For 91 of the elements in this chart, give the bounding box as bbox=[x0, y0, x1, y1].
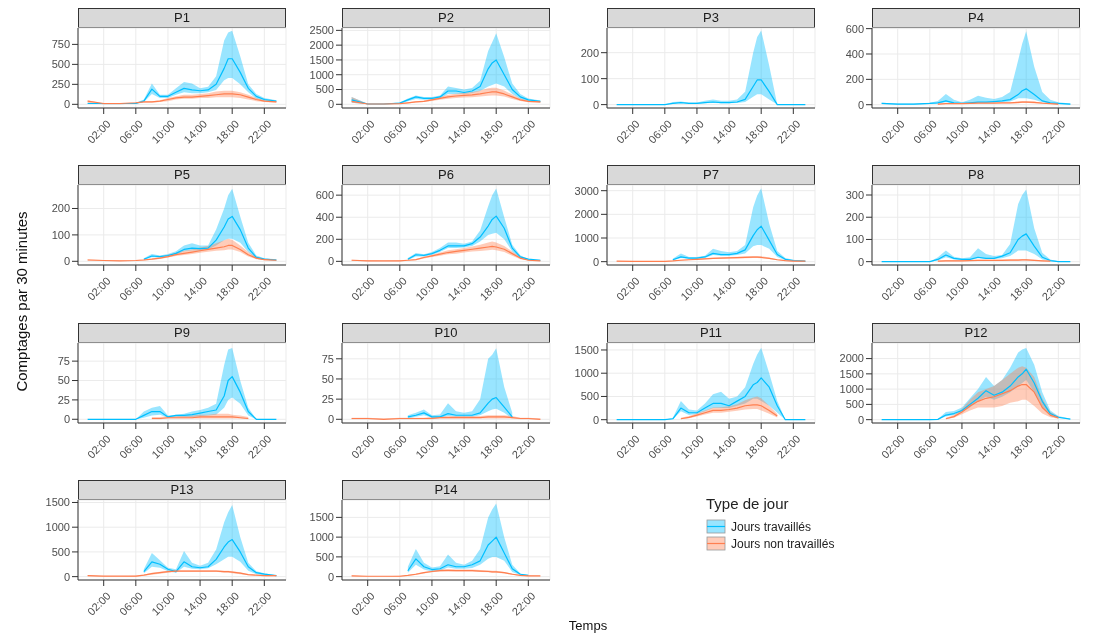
y-tick-label: 500 bbox=[51, 58, 70, 71]
y-tick-label: 600 bbox=[845, 22, 864, 35]
line-series bbox=[407, 536, 529, 577]
y-tick-label: 200 bbox=[845, 73, 864, 86]
line-series bbox=[407, 396, 513, 418]
chart-title: P11 bbox=[607, 323, 815, 343]
line-series bbox=[672, 225, 806, 262]
chart-title: P8 bbox=[872, 165, 1080, 185]
y-tick-label: 1500 bbox=[309, 53, 334, 66]
y-tick-label: 3000 bbox=[574, 184, 599, 197]
y-tick-label: 0 bbox=[592, 413, 599, 426]
y-tick-label: 0 bbox=[63, 98, 70, 111]
line-series bbox=[881, 88, 1071, 105]
line-series bbox=[87, 244, 277, 262]
y-tick-label: 1000 bbox=[574, 367, 599, 380]
y-tick-label: 500 bbox=[580, 390, 599, 403]
y-tick-label: 0 bbox=[327, 413, 334, 426]
y-tick-label: 75 bbox=[57, 355, 70, 368]
y-tick-label: 0 bbox=[327, 570, 334, 583]
y-tick-label: 50 bbox=[321, 372, 334, 385]
line-series bbox=[616, 79, 806, 106]
line-series bbox=[143, 215, 277, 261]
y-tick-label: 1000 bbox=[309, 68, 334, 81]
x-axis-title: Temps bbox=[567, 618, 609, 633]
y-tick-label: 200 bbox=[580, 46, 599, 59]
y-tick-label: 0 bbox=[63, 255, 70, 268]
y-tick-label: 0 bbox=[857, 98, 864, 111]
y-axis-title: Comptages par 30 minutes bbox=[12, 210, 30, 394]
y-tick-label: 250 bbox=[51, 78, 70, 91]
chart-title: P7 bbox=[607, 165, 815, 185]
chart-title: P12 bbox=[872, 323, 1080, 343]
y-tick-label: 100 bbox=[580, 72, 599, 85]
legend-label: Jours non travaillés bbox=[731, 536, 835, 551]
line-series bbox=[881, 368, 1071, 421]
chart-title: P13 bbox=[78, 480, 286, 500]
y-tick-label: 0 bbox=[63, 413, 70, 426]
y-tick-label: 500 bbox=[845, 398, 864, 411]
y-tick-label: 1000 bbox=[839, 383, 864, 396]
y-tick-label: 1500 bbox=[839, 367, 864, 380]
legend-title: Type de jour bbox=[706, 495, 790, 512]
y-tick-label: 1500 bbox=[574, 343, 599, 356]
y-tick-label: 0 bbox=[857, 255, 864, 268]
y-tick-label: 0 bbox=[592, 98, 599, 111]
chart-title: P3 bbox=[607, 8, 815, 28]
y-tick-label: 0 bbox=[327, 255, 334, 268]
line-series bbox=[87, 376, 277, 420]
y-tick-label: 500 bbox=[51, 545, 70, 558]
y-tick-label: 25 bbox=[57, 393, 70, 406]
y-tick-label: 2500 bbox=[309, 24, 334, 37]
chart-title: P1 bbox=[78, 8, 286, 28]
chart-title: P10 bbox=[342, 323, 550, 343]
y-tick-label: 50 bbox=[57, 374, 70, 387]
y-tick-label: 400 bbox=[315, 211, 334, 224]
y-tick-label: 100 bbox=[51, 228, 70, 241]
chart-title: P9 bbox=[78, 323, 286, 343]
y-tick-label: 1000 bbox=[574, 231, 599, 244]
y-tick-label: 300 bbox=[845, 188, 864, 201]
legend-label: Jours travaillés bbox=[731, 519, 812, 534]
chart-title: P14 bbox=[342, 480, 550, 500]
y-tick-label: 750 bbox=[51, 38, 70, 51]
y-tick-label: 25 bbox=[321, 393, 334, 406]
y-tick-label: 1000 bbox=[309, 531, 334, 544]
y-tick-label: 200 bbox=[845, 211, 864, 224]
chart-title: P4 bbox=[872, 8, 1080, 28]
chart-title: P2 bbox=[342, 8, 550, 28]
y-tick-label: 0 bbox=[857, 413, 864, 426]
line-series bbox=[881, 233, 1071, 263]
y-tick-label: 1500 bbox=[309, 511, 334, 524]
y-tick-label: 500 bbox=[315, 550, 334, 563]
y-tick-label: 2000 bbox=[839, 352, 864, 365]
line-series bbox=[351, 91, 541, 105]
y-tick-label: 200 bbox=[51, 202, 70, 215]
line-series bbox=[616, 377, 806, 421]
y-tick-label: 0 bbox=[592, 255, 599, 268]
y-tick-label: 500 bbox=[315, 83, 334, 96]
y-tick-label: 1000 bbox=[45, 521, 70, 534]
chart-title: P5 bbox=[78, 165, 286, 185]
y-tick-label: 0 bbox=[63, 570, 70, 583]
y-tick-label: 600 bbox=[315, 189, 334, 202]
y-tick-label: 2000 bbox=[574, 208, 599, 221]
y-tick-label: 2000 bbox=[309, 39, 334, 52]
y-tick-label: 400 bbox=[845, 47, 864, 60]
line-series bbox=[680, 404, 778, 420]
y-tick-label: 1500 bbox=[45, 496, 70, 509]
chart-title: P6 bbox=[342, 165, 550, 185]
y-tick-label: 200 bbox=[315, 233, 334, 246]
y-tick-label: 0 bbox=[327, 98, 334, 111]
line-series bbox=[407, 215, 541, 261]
y-tick-label: 100 bbox=[845, 233, 864, 246]
line-series bbox=[945, 383, 1059, 420]
y-tick-label: 75 bbox=[321, 352, 334, 365]
